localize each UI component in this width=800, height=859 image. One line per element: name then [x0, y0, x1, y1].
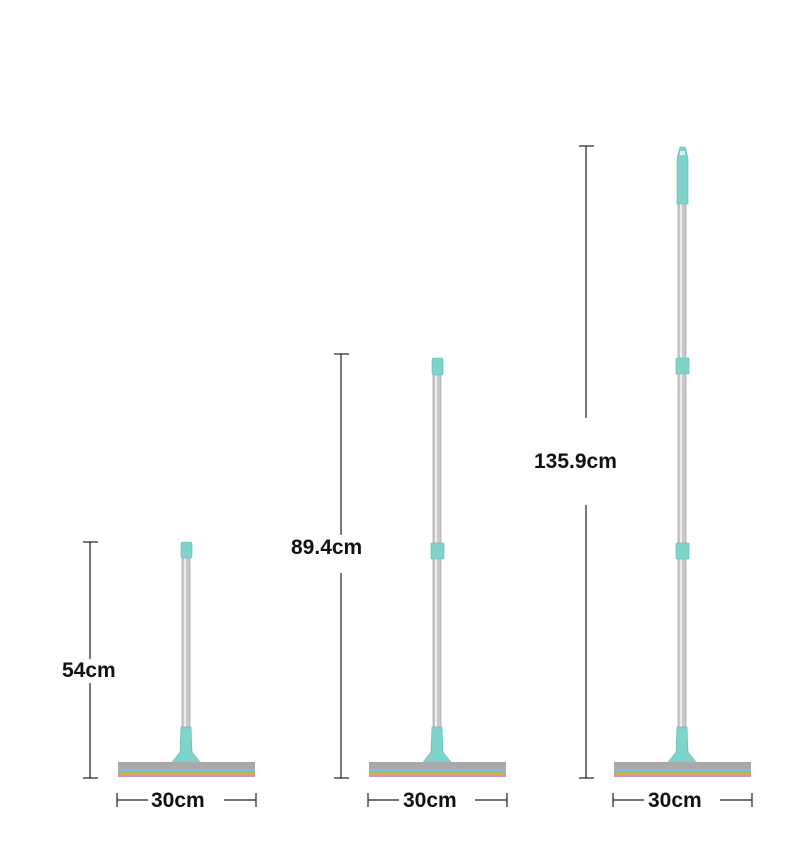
width-label: 30cm — [403, 789, 457, 813]
blade — [614, 762, 751, 769]
handle-cap — [431, 357, 444, 376]
height-dimension-line — [579, 145, 594, 779]
pole-joint — [430, 542, 445, 560]
blade — [369, 762, 506, 769]
height-label: 89.4cm — [289, 536, 365, 560]
height-label: 135.9cm — [532, 450, 619, 474]
pole-joint — [675, 542, 690, 560]
height-label: 54cm — [60, 659, 118, 683]
width-label: 30cm — [648, 789, 702, 813]
pole-joint — [675, 357, 690, 375]
width-dimension-line — [116, 793, 257, 807]
width-label: 30cm — [151, 789, 205, 813]
blade — [118, 762, 255, 769]
width-dimension-line — [367, 793, 508, 807]
handle-cap — [180, 541, 193, 559]
handle-grip — [676, 146, 689, 205]
height-dimension-line — [334, 353, 349, 779]
width-dimension-line — [612, 793, 753, 807]
blade-connector — [664, 726, 700, 767]
